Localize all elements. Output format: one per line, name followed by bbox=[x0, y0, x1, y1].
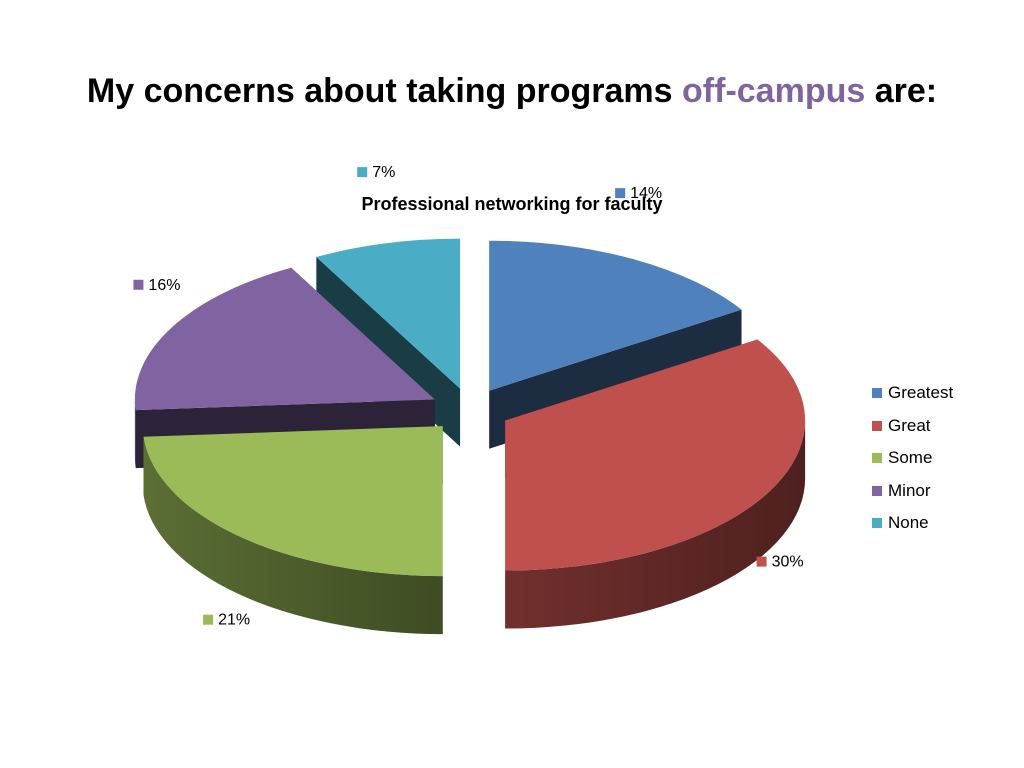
pie-slice-tops bbox=[134, 238, 806, 577]
legend-swatch-some bbox=[872, 453, 882, 464]
data-label-minor: 16% bbox=[133, 277, 180, 294]
legend-swatch-none bbox=[872, 518, 882, 529]
chart-legend: Greatest Great Some Minor None bbox=[872, 377, 953, 540]
pie-outer-shade-some bbox=[143, 436, 443, 635]
legend-label-greatest: Greatest bbox=[888, 383, 954, 403]
legend-item-none: None bbox=[872, 507, 953, 540]
data-label-none: 7% bbox=[357, 164, 395, 181]
legend-item-minor: Minor bbox=[872, 475, 953, 508]
legend-swatch-minor bbox=[872, 485, 882, 496]
data-label-text-minor: 16% bbox=[148, 277, 180, 294]
pie-slice-great bbox=[505, 339, 806, 571]
legend-swatch-greatest bbox=[872, 388, 882, 399]
data-label-text-greatest: 14% bbox=[630, 185, 662, 202]
slide-title: My concerns about taking programs off-ca… bbox=[0, 72, 1024, 111]
slide-title-accent: off-campus bbox=[682, 72, 866, 110]
legend-item-some: Some bbox=[872, 442, 953, 475]
legend-label-minor: Minor bbox=[888, 480, 931, 500]
legend-label-none: None bbox=[888, 513, 929, 533]
pie-outer-shade-great bbox=[505, 420, 806, 629]
data-label-swatch-some bbox=[203, 614, 214, 625]
data-label-swatch-none bbox=[357, 167, 368, 178]
slide-title-end: are: bbox=[865, 72, 938, 110]
legend-label-great: Great bbox=[888, 415, 931, 435]
legend-item-greatest: Greatest bbox=[872, 377, 953, 410]
pie-slice-some bbox=[143, 426, 443, 577]
legend-swatch-great bbox=[872, 420, 882, 431]
legend-item-great: Great bbox=[872, 410, 953, 443]
pie-slice-none bbox=[316, 238, 461, 389]
data-label-text-none: 7% bbox=[372, 164, 395, 181]
pie-data-labels: 14% 30% 21% 16% 7% bbox=[133, 164, 804, 629]
pie-slice-greatest bbox=[489, 240, 742, 391]
slide-title-start: My concerns about taking programs bbox=[86, 72, 683, 110]
data-label-text-great: 30% bbox=[772, 554, 804, 571]
data-label-swatch-greatest bbox=[615, 188, 626, 199]
chart-title: Professional networking for faculty bbox=[361, 194, 663, 214]
data-label-great: 30% bbox=[756, 554, 804, 571]
data-label-some: 21% bbox=[203, 612, 250, 629]
data-label-greatest: 14% bbox=[615, 185, 662, 202]
data-label-text-some: 21% bbox=[218, 612, 250, 629]
pie-outer-shade-minor bbox=[134, 399, 136, 469]
data-label-swatch-minor bbox=[133, 279, 144, 290]
data-label-swatch-great bbox=[756, 556, 767, 567]
pie-slice-minor bbox=[134, 267, 435, 411]
legend-label-some: Some bbox=[888, 448, 933, 468]
